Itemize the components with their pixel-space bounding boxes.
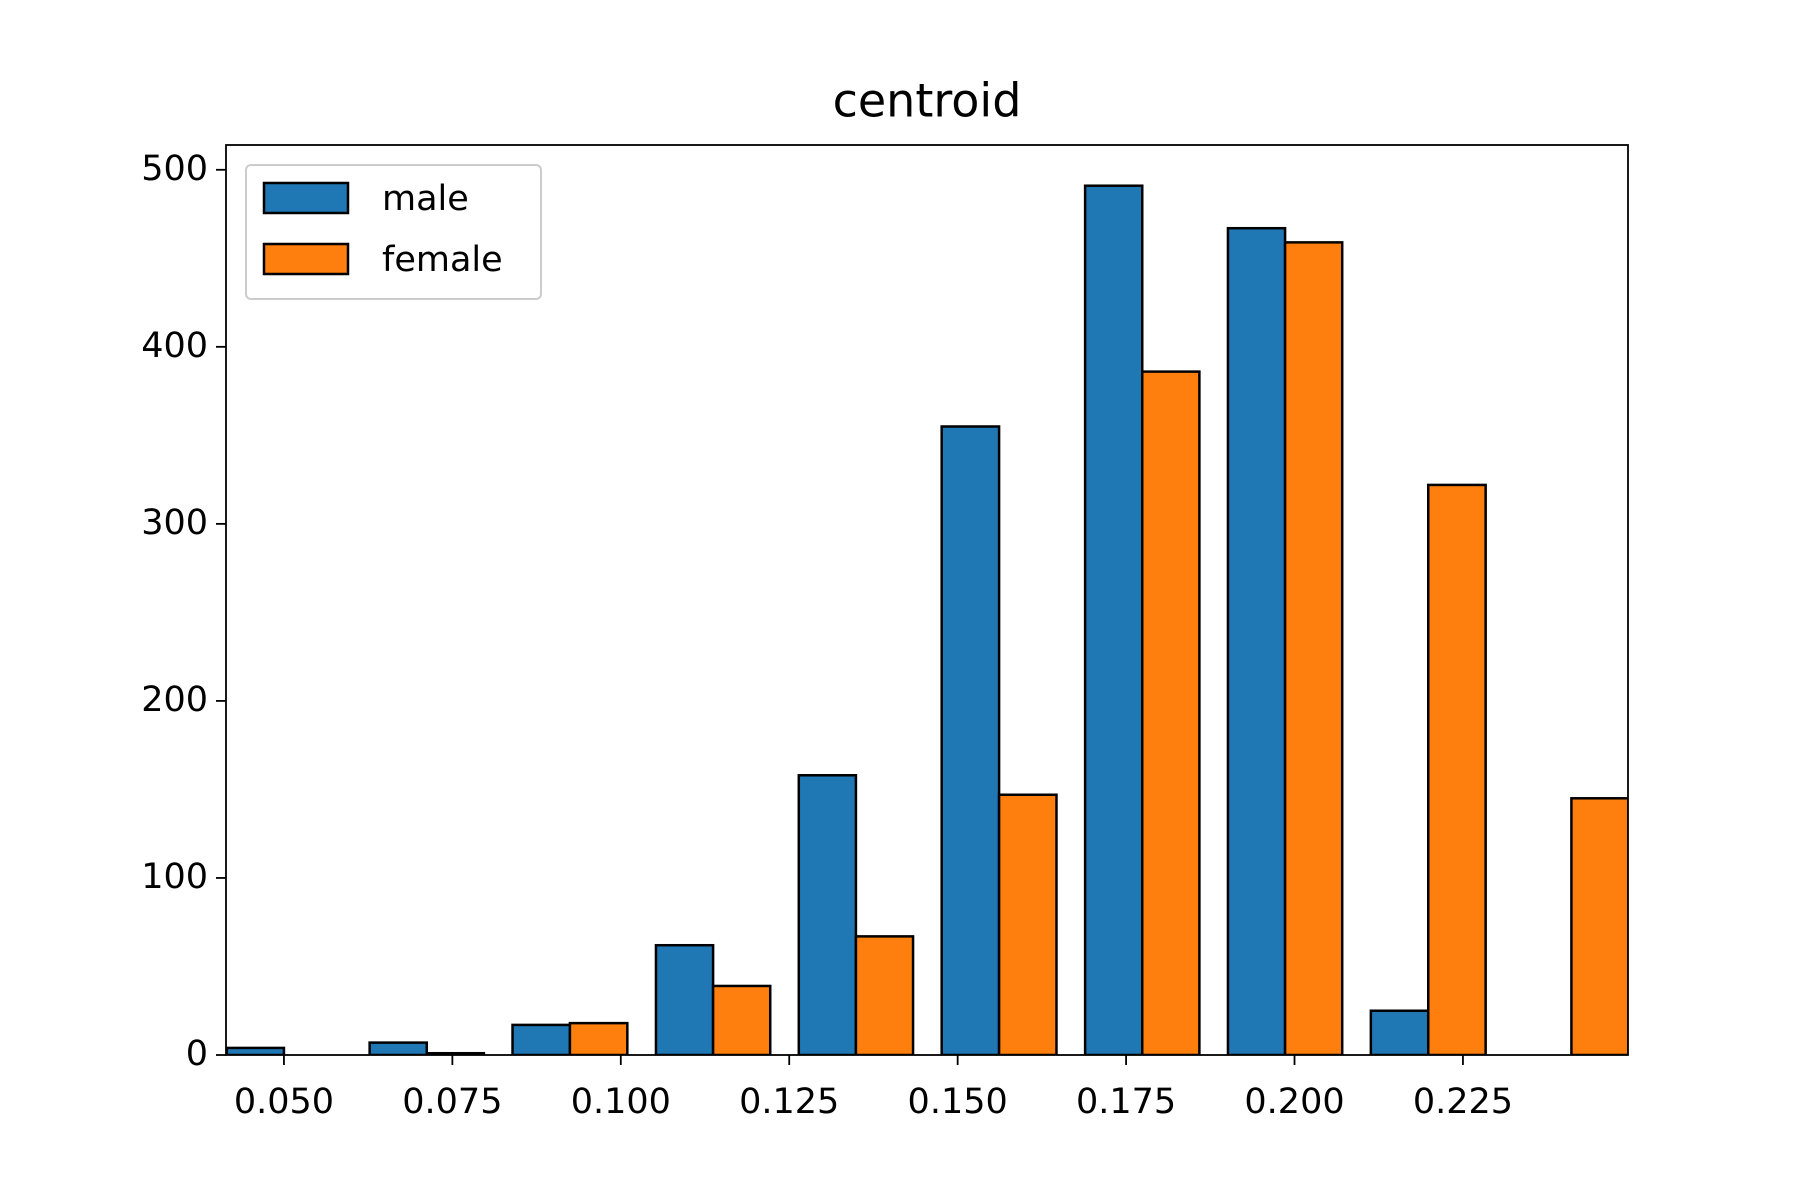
bar bbox=[1570, 797, 1628, 1055]
y-tick-label: 100 bbox=[141, 857, 208, 897]
legend-label: female bbox=[382, 240, 503, 280]
bar bbox=[1283, 241, 1344, 1055]
legend-label: male bbox=[382, 179, 469, 219]
y-tick-label: 300 bbox=[141, 503, 208, 543]
bar bbox=[368, 1041, 429, 1055]
bar bbox=[511, 1023, 572, 1055]
chart-title: centroid bbox=[833, 74, 1022, 128]
x-tick-label: 0.075 bbox=[402, 1082, 502, 1122]
x-tick-label: 0.175 bbox=[1076, 1082, 1176, 1122]
bar bbox=[226, 1046, 286, 1055]
x-tick-label: 0.200 bbox=[1244, 1082, 1344, 1122]
y-tick-label: 400 bbox=[141, 326, 208, 366]
bar bbox=[568, 1021, 629, 1055]
bar bbox=[1141, 370, 1201, 1055]
bar bbox=[940, 425, 1001, 1055]
bar bbox=[1369, 1009, 1430, 1055]
bar bbox=[1226, 226, 1287, 1055]
bar bbox=[1083, 184, 1144, 1055]
axes-frame bbox=[225, 144, 1629, 1056]
bar bbox=[797, 774, 858, 1055]
x-tick-label: 0.150 bbox=[908, 1082, 1008, 1122]
x-tick-label: 0.100 bbox=[571, 1082, 671, 1122]
y-tick-label: 200 bbox=[141, 680, 208, 720]
bar bbox=[1426, 483, 1487, 1055]
legend-swatch bbox=[262, 242, 350, 276]
x-tick-label: 0.225 bbox=[1413, 1082, 1513, 1122]
x-tick-label: 0.125 bbox=[739, 1082, 839, 1122]
legend-swatch bbox=[262, 181, 350, 215]
plot-area bbox=[226, 184, 1628, 1055]
bar bbox=[654, 943, 715, 1055]
bar bbox=[854, 935, 915, 1055]
bar bbox=[997, 793, 1058, 1055]
bar bbox=[711, 984, 772, 1055]
y-tick-label: 500 bbox=[141, 149, 208, 189]
x-tick-label: 0.050 bbox=[234, 1082, 334, 1122]
y-tick-label: 0 bbox=[186, 1034, 208, 1074]
